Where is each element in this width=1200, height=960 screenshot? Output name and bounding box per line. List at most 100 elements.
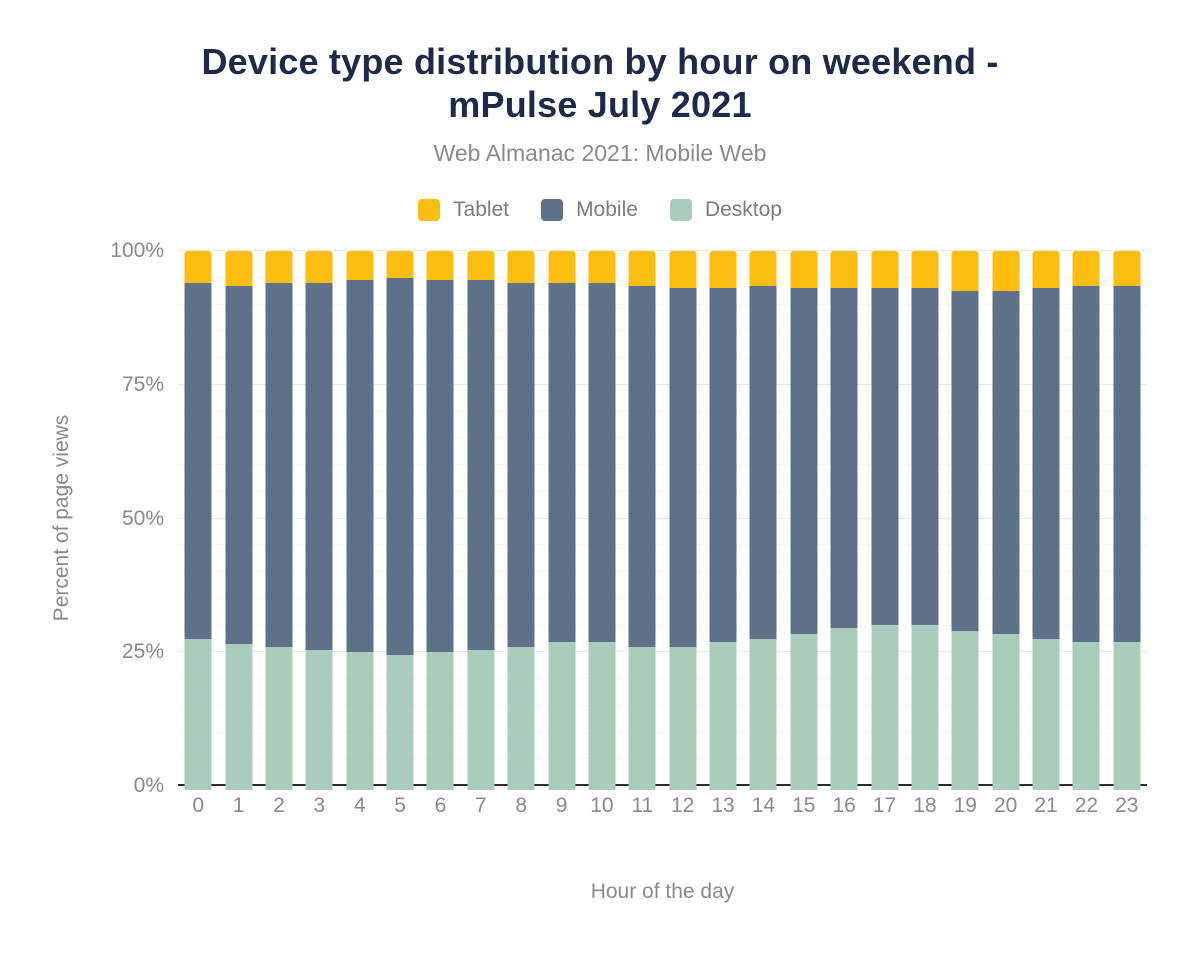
x-axis-line [178, 784, 1147, 786]
bar-hour-21 [1032, 251, 1060, 790]
bar-segment-mobile-hour-21[interactable] [1032, 288, 1060, 639]
bar-segment-desktop-hour-1[interactable] [225, 644, 253, 790]
bar-hour-5 [386, 251, 414, 790]
bar-segment-desktop-hour-12[interactable] [669, 646, 697, 790]
bar-segment-desktop-hour-9[interactable] [548, 641, 576, 790]
bar-slot-hour-11 [622, 251, 662, 790]
bar-segment-tablet-hour-5[interactable] [386, 251, 414, 278]
x-tick-label-16: 16 [832, 794, 856, 817]
bar-segment-tablet-hour-4[interactable] [346, 251, 374, 281]
y-axis-tick-labels: 0% 25% 50% 75% 100% [0, 239, 164, 797]
bar-segment-tablet-hour-14[interactable] [749, 251, 777, 286]
bar-segment-desktop-hour-2[interactable] [265, 646, 293, 790]
bar-segment-mobile-hour-23[interactable] [1113, 285, 1141, 642]
bar-segment-mobile-hour-1[interactable] [225, 285, 253, 645]
bar-segment-desktop-hour-8[interactable] [507, 646, 535, 790]
x-tick-label-3: 3 [313, 794, 326, 817]
bar-segment-tablet-hour-3[interactable] [305, 251, 333, 284]
bar-segment-tablet-hour-20[interactable] [992, 251, 1020, 292]
bar-slot-hour-19 [945, 251, 985, 790]
bar-segment-tablet-hour-19[interactable] [951, 251, 979, 292]
x-tick-label-8: 8 [515, 794, 528, 817]
bar-hour-3 [305, 251, 333, 790]
bar-segment-mobile-hour-9[interactable] [548, 283, 576, 642]
bar-segment-desktop-hour-10[interactable] [588, 641, 616, 790]
bar-segment-mobile-hour-8[interactable] [507, 283, 535, 647]
bar-segment-tablet-hour-17[interactable] [871, 251, 899, 289]
bar-segment-tablet-hour-23[interactable] [1113, 251, 1141, 286]
chart-title: Device type distribution by hour on week… [0, 40, 1200, 126]
bar-segment-mobile-hour-3[interactable] [305, 283, 333, 650]
bar-segment-mobile-hour-2[interactable] [265, 283, 293, 647]
bar-hour-12 [669, 251, 697, 790]
bar-segment-mobile-hour-7[interactable] [467, 280, 495, 650]
bar-segment-desktop-hour-15[interactable] [790, 633, 818, 790]
x-tick-label-22: 22 [1074, 794, 1099, 817]
bar-segment-tablet-hour-11[interactable] [628, 251, 656, 286]
bar-segment-tablet-hour-18[interactable] [911, 251, 939, 289]
bar-segment-tablet-hour-7[interactable] [467, 251, 495, 281]
gridline-minor [178, 758, 1147, 760]
bar-segment-mobile-hour-0[interactable] [184, 283, 212, 639]
bar-segment-desktop-hour-23[interactable] [1113, 641, 1141, 790]
bar-segment-tablet-hour-6[interactable] [426, 251, 454, 281]
bar-segment-mobile-hour-14[interactable] [749, 285, 777, 639]
bar-segment-tablet-hour-0[interactable] [184, 251, 212, 284]
bar-segment-mobile-hour-19[interactable] [951, 291, 979, 631]
bar-segment-mobile-hour-22[interactable] [1072, 285, 1100, 642]
bar-segment-desktop-hour-0[interactable] [184, 638, 212, 790]
bar-segment-tablet-hour-15[interactable] [790, 251, 818, 289]
bar-segment-tablet-hour-9[interactable] [548, 251, 576, 284]
bar-segment-desktop-hour-13[interactable] [709, 641, 737, 790]
legend-item-tablet: Tablet [418, 198, 509, 222]
bar-segment-mobile-hour-17[interactable] [871, 288, 899, 626]
bar-hour-10 [588, 251, 616, 790]
bar-segment-mobile-hour-20[interactable] [992, 291, 1020, 634]
bar-segment-tablet-hour-1[interactable] [225, 251, 253, 286]
bar-segment-desktop-hour-14[interactable] [749, 638, 777, 790]
bar-segment-desktop-hour-3[interactable] [305, 649, 333, 790]
bar-hour-13 [709, 251, 737, 790]
bar-segment-desktop-hour-16[interactable] [830, 628, 858, 790]
bar-segment-desktop-hour-17[interactable] [871, 625, 899, 790]
bar-segment-mobile-hour-10[interactable] [588, 283, 616, 642]
bar-segment-tablet-hour-16[interactable] [830, 251, 858, 289]
bar-slot-hour-3 [299, 251, 339, 790]
bar-segment-desktop-hour-7[interactable] [467, 649, 495, 790]
bar-segment-tablet-hour-22[interactable] [1072, 251, 1100, 286]
bar-segment-desktop-hour-5[interactable] [386, 654, 414, 790]
bar-segment-tablet-hour-2[interactable] [265, 251, 293, 284]
bar-segment-tablet-hour-10[interactable] [588, 251, 616, 284]
bar-segment-desktop-hour-18[interactable] [911, 625, 939, 790]
bar-segment-mobile-hour-6[interactable] [426, 280, 454, 653]
bar-segment-mobile-hour-18[interactable] [911, 288, 939, 626]
gridline-minor [178, 597, 1147, 599]
bar-segment-mobile-hour-5[interactable] [386, 277, 414, 655]
bar-slot-hour-8 [501, 251, 541, 790]
bar-segment-desktop-hour-6[interactable] [426, 652, 454, 790]
bar-segment-mobile-hour-4[interactable] [346, 280, 374, 653]
bar-segment-mobile-hour-13[interactable] [709, 288, 737, 642]
bar-segment-desktop-hour-20[interactable] [992, 633, 1020, 790]
bar-slot-hour-18 [905, 251, 945, 790]
bar-segment-tablet-hour-13[interactable] [709, 251, 737, 289]
bar-segment-mobile-hour-11[interactable] [628, 285, 656, 647]
gridline-minor [178, 731, 1147, 733]
bar-segment-desktop-hour-22[interactable] [1072, 641, 1100, 790]
legend-swatch-mobile [541, 199, 564, 221]
bar-hour-19 [951, 251, 979, 790]
bar-segment-tablet-hour-12[interactable] [669, 251, 697, 289]
bar-segment-mobile-hour-12[interactable] [669, 288, 697, 647]
bar-segment-tablet-hour-8[interactable] [507, 251, 535, 284]
bar-segment-desktop-hour-4[interactable] [346, 652, 374, 790]
bar-hour-6 [426, 251, 454, 790]
bar-segment-desktop-hour-21[interactable] [1032, 638, 1060, 790]
bar-segment-desktop-hour-11[interactable] [628, 646, 656, 790]
bar-segment-desktop-hour-19[interactable] [951, 630, 979, 790]
bar-slot-hour-9 [541, 251, 581, 790]
bar-segment-mobile-hour-16[interactable] [830, 288, 858, 629]
bar-segment-tablet-hour-21[interactable] [1032, 251, 1060, 289]
bar-segment-mobile-hour-15[interactable] [790, 288, 818, 634]
bar-slot-hour-10 [582, 251, 622, 790]
x-axis-tick-labels: 0 1 2 3 4 5 6 7 8 9 10 11 12 13 14 15 16 17 18 19 20 21 22 23 [178, 794, 1147, 818]
